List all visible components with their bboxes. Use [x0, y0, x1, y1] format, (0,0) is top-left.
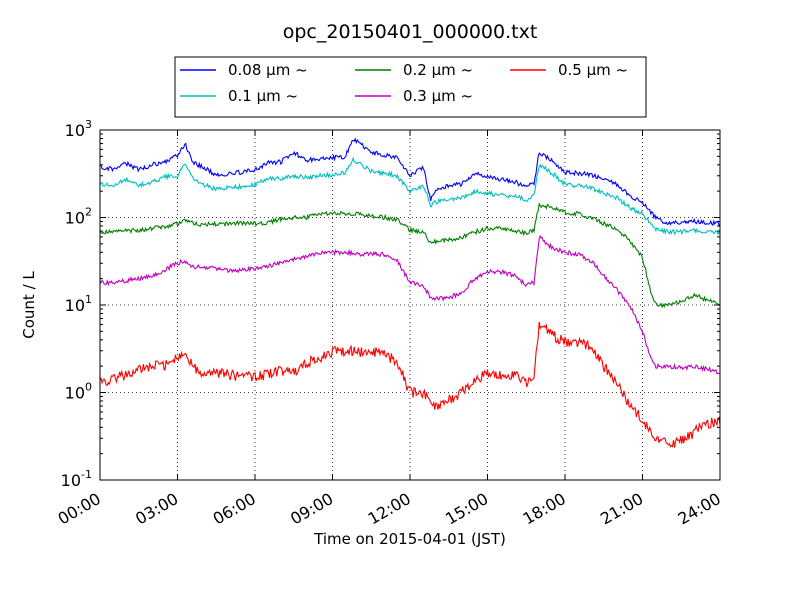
- legend-label: 0.5 μm ~: [558, 61, 628, 79]
- legend-label: 0.1 μm ~: [228, 87, 298, 105]
- chart-title: opc_20150401_000000.txt: [283, 21, 538, 43]
- y-axis-label: Count / L: [20, 271, 38, 339]
- legend-label: 0.08 μm ~: [228, 61, 308, 79]
- x-axis-label: Time on 2015-04-01 (JST): [313, 530, 506, 548]
- series-line: [99, 137, 721, 227]
- y-tick-label: 100: [65, 381, 92, 403]
- series-line: [99, 203, 721, 309]
- y-tick-label: 102: [65, 206, 92, 228]
- y-tick-labels: 10-1 100 101 102 103: [61, 118, 92, 490]
- series-line: [99, 156, 721, 236]
- y-tick-label: 103: [65, 118, 92, 140]
- legend-label: 0.3 μm ~: [403, 87, 473, 105]
- legend-box: [174, 56, 647, 118]
- series-line: [99, 321, 721, 448]
- y-tick-label: 101: [65, 293, 92, 315]
- grid: [100, 130, 720, 480]
- legend-label: 0.2 μm ~: [403, 61, 473, 79]
- axis-ticks: [99, 129, 721, 481]
- series-lines: [99, 137, 721, 448]
- series-line: [99, 234, 721, 375]
- legend: 0.08 μm ~ 0.1 μm ~ 0.2 μm ~ 0.3 μm ~ 0.5 μm …: [174, 56, 647, 118]
- y-tick-label: 10-1: [61, 468, 92, 490]
